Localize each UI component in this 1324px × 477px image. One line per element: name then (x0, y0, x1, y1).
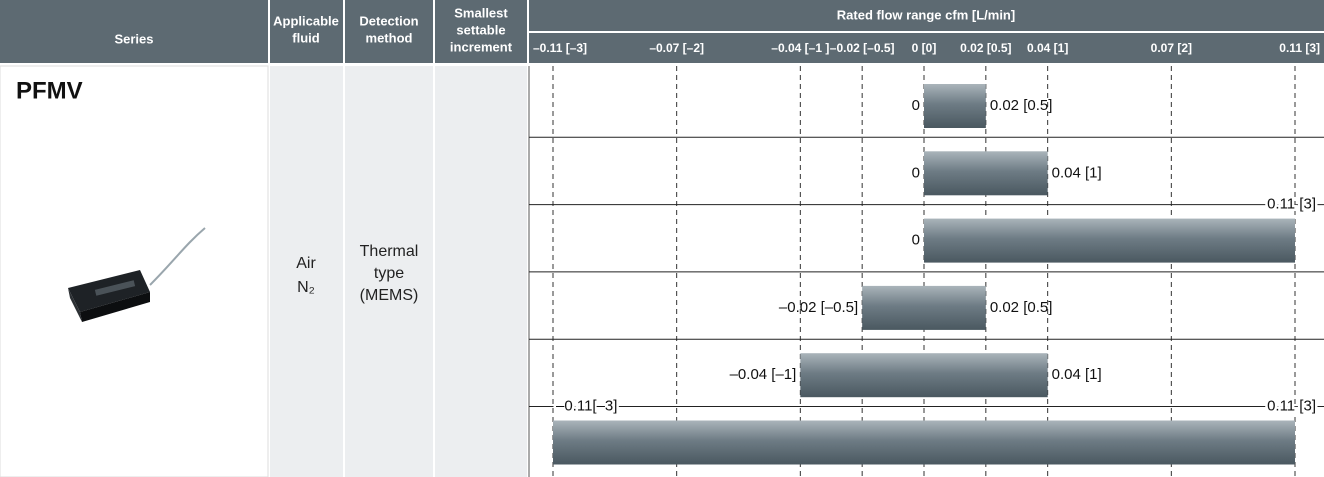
header-label: Rated flow range cfm [L/min] (837, 7, 1015, 22)
low-label: 0 (912, 232, 920, 249)
header-cell (345, 0, 433, 63)
header-label: Smallest (454, 5, 508, 20)
increment-cell (435, 66, 527, 477)
range-bar (800, 353, 1048, 398)
header-cell (270, 0, 343, 63)
header-label: Series (114, 31, 153, 46)
range-bar (924, 151, 1048, 196)
low-label: 0 (912, 97, 920, 114)
high-label: 0.02 [0.5] (990, 97, 1053, 114)
fluid-cell (270, 66, 343, 477)
low-label: –0.02 [–0.5] (779, 299, 858, 316)
tick-label: –0.07 [–2] (649, 41, 704, 55)
high-label: 0.04 [1] (1052, 366, 1102, 383)
detection-cell (345, 66, 433, 477)
tick-label: –0.02 [–0.5] (830, 41, 895, 55)
low-label: –0.11[–3] (556, 397, 617, 414)
range-bar (924, 218, 1295, 263)
range-bar (924, 84, 986, 128)
low-label: –0.04 [–1] (730, 366, 797, 383)
range-bar (553, 420, 1295, 465)
tick-label: –0.04 [–1 ] (771, 41, 829, 55)
detection: type (374, 265, 404, 282)
low-label: 0 (912, 164, 920, 181)
tick-label: 0.07 [2] (1151, 41, 1192, 55)
tick-label: 0.11 [3] (1279, 41, 1320, 55)
high-label: 0.02 [0.5] (990, 299, 1053, 316)
header-cell (0, 0, 268, 63)
series-name: PFMV (16, 77, 83, 104)
header-label: Detection (359, 13, 418, 28)
header-label: method (366, 30, 413, 45)
fluid: Air (296, 255, 316, 272)
header-cell (529, 0, 1324, 31)
header-cell (529, 33, 1324, 63)
tick-label: –0.11 [–3] (533, 41, 587, 55)
tick-label: 0 [0] (912, 41, 937, 55)
fluid: N₂ (297, 279, 315, 296)
detection: (MEMS) (360, 287, 419, 304)
detection: Thermal (360, 243, 419, 260)
tick-label: 0.02 [0.5] (960, 41, 1011, 55)
header-label: fluid (292, 30, 319, 45)
range-bar (862, 285, 986, 330)
header-label: settable (456, 22, 505, 37)
tick-label: 0.04 [1] (1027, 41, 1068, 55)
header-label: Applicable (273, 13, 339, 28)
high-label: 0.04 [1] (1052, 164, 1102, 181)
high-label: 0.11 [3] (1267, 397, 1316, 414)
high-label: 0.11 [3] (1267, 196, 1316, 213)
header-label: increment (450, 39, 513, 54)
product-image (68, 227, 206, 322)
header-cell (435, 0, 527, 63)
range-chart: –0.11 [–3] –0.07 [–2] –0.04 [–1 ] –0.02 [–0… (529, 41, 1324, 477)
